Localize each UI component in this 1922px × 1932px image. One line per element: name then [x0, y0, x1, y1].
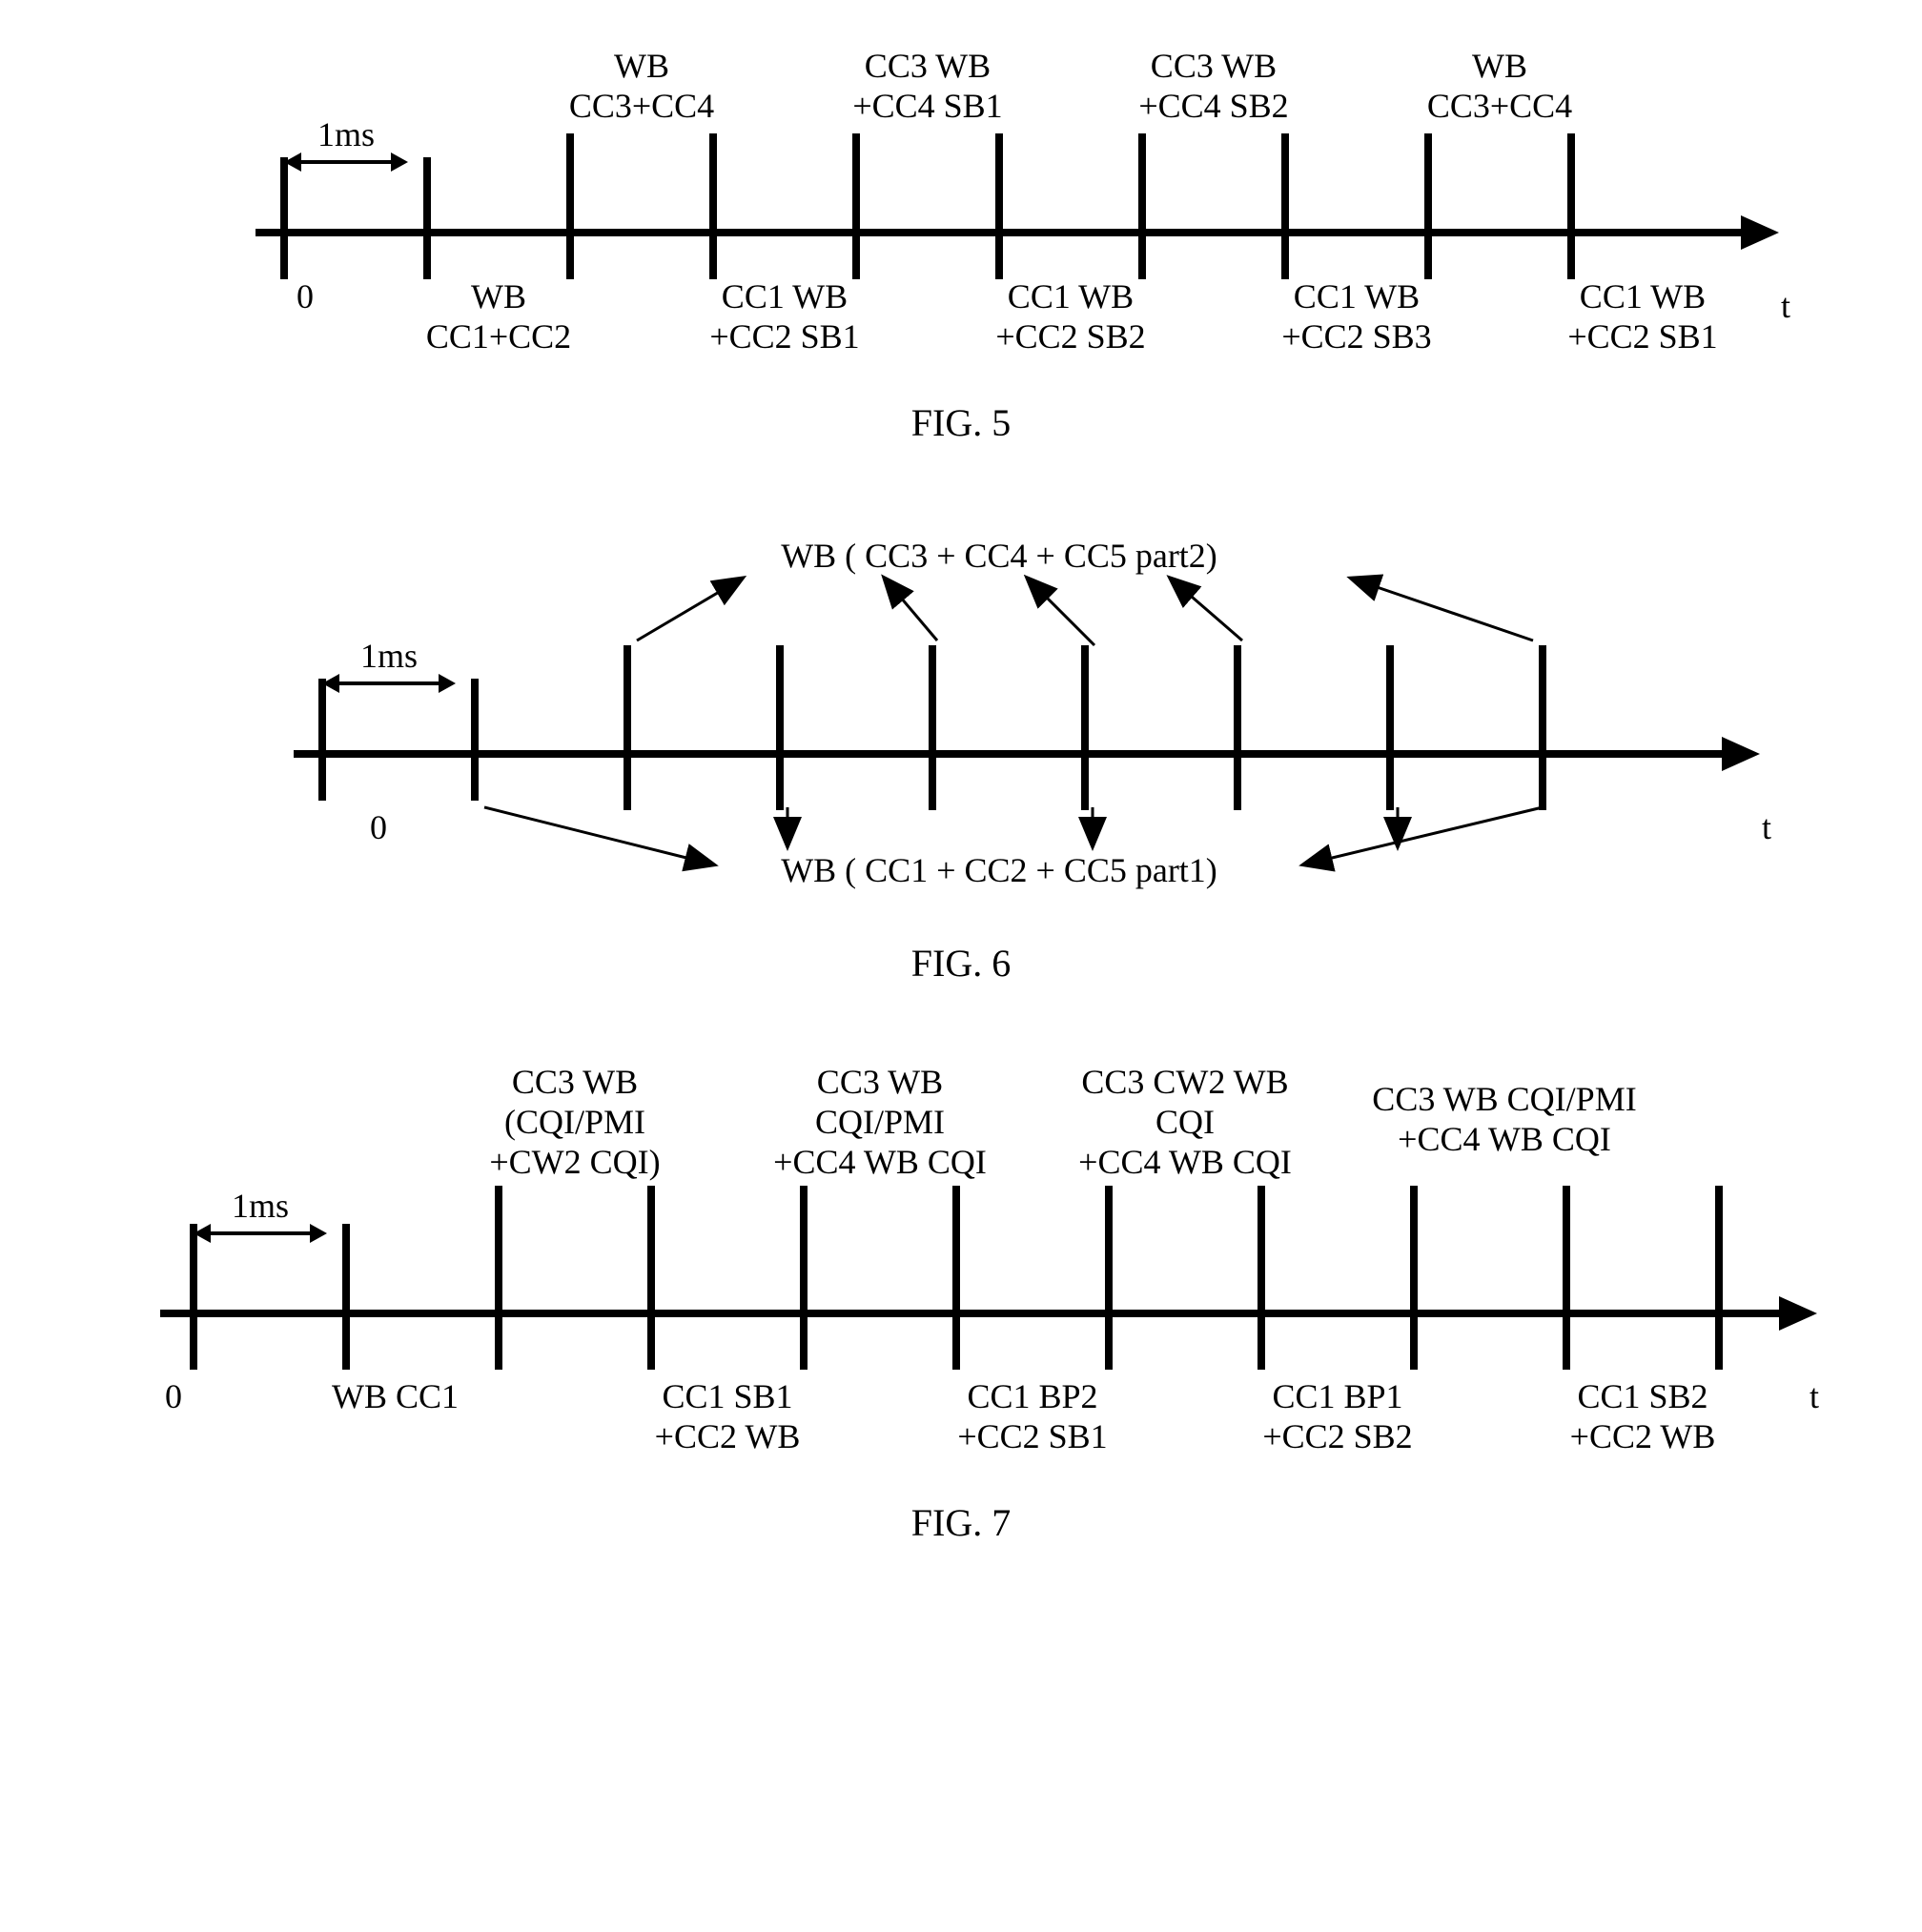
ms-interval-arrow — [284, 153, 408, 172]
axis-tick — [1424, 133, 1432, 279]
axis-tick — [995, 133, 1003, 279]
axis-tick — [1410, 1186, 1418, 1370]
axis-arrow-icon — [1741, 215, 1779, 250]
fig6-arrow-layer — [103, 521, 1819, 922]
fig6-diagram: 1ms0tWB ( CC3 + CC4 + CC5 part2)WB ( CC1… — [103, 521, 1819, 922]
bottom-label: CC1 SB1 +CC2 WB — [655, 1376, 801, 1456]
axis-tick — [1281, 133, 1289, 279]
axis-arrow-icon — [1779, 1296, 1817, 1331]
fig6-arrow-up — [1171, 579, 1242, 641]
bottom-label: CC1 WB +CC2 SB2 — [995, 276, 1145, 356]
fig6-arrow-up — [1352, 579, 1533, 641]
top-label: CC3 WB (CQI/PMI +CW2 CQI) — [489, 1062, 660, 1182]
axis-tick — [190, 1224, 197, 1370]
axis-tick — [709, 133, 717, 279]
axis-tick — [280, 157, 288, 279]
bottom-label: WB CC1 — [332, 1376, 459, 1416]
bottom-label: 0 — [165, 1376, 182, 1416]
top-label: WB CC3+CC4 — [1427, 46, 1572, 126]
ms-interval-arrow — [194, 1224, 327, 1243]
axis-tick — [800, 1186, 808, 1370]
axis-tick — [647, 1186, 655, 1370]
fig6-arrow-down — [1304, 807, 1543, 864]
top-label: WB CC3+CC4 — [569, 46, 714, 126]
bottom-label: CC1 SB2 +CC2 WB — [1570, 1376, 1716, 1456]
axis-label-t: t — [1810, 1376, 1819, 1416]
bottom-label: WB CC1+CC2 — [426, 276, 571, 356]
axis-tick — [1715, 1186, 1723, 1370]
axis-tick — [1563, 1186, 1570, 1370]
bottom-label: CC1 BP1 +CC2 SB2 — [1262, 1376, 1412, 1456]
top-label: CC3 WB CQI/PMI +CC4 WB CQI — [773, 1062, 987, 1182]
figure-7: 1ms CC3 WB (CQI/PMI +CW2 CQI) CC3 WB CQI/P… — [103, 1062, 1819, 1545]
time-axis — [160, 1310, 1781, 1317]
bottom-label: CC1 WB +CC2 SB1 — [709, 276, 859, 356]
axis-tick — [952, 1186, 960, 1370]
bottom-label: 0 — [296, 276, 314, 316]
fig7-caption: FIG. 7 — [103, 1500, 1819, 1545]
axis-tick — [1257, 1186, 1265, 1370]
top-label: CC3 WB +CC4 SB2 — [1138, 46, 1288, 126]
fig6-arrow-up — [1028, 579, 1094, 645]
axis-tick — [1138, 133, 1146, 279]
axis-label-t: t — [1781, 286, 1790, 326]
fig5-diagram: 1ms WB CC3+CC4 CC3 WB +CC4 SB1 CC3 WB +CC4 … — [103, 38, 1819, 381]
axis-tick — [1105, 1186, 1113, 1370]
bottom-label: CC1 WB +CC2 SB1 — [1567, 276, 1717, 356]
axis-tick — [342, 1224, 350, 1370]
top-label: CC3 CW2 WB CQI +CC4 WB CQI — [1078, 1062, 1292, 1182]
fig6-caption: FIG. 6 — [103, 941, 1819, 986]
bottom-label: CC1 BP2 +CC2 SB1 — [957, 1376, 1107, 1456]
axis-tick — [1567, 133, 1575, 279]
axis-tick — [852, 133, 860, 279]
top-label: CC3 WB +CC4 SB1 — [852, 46, 1002, 126]
fig5-caption: FIG. 5 — [103, 400, 1819, 445]
figure-5: 1ms WB CC3+CC4 CC3 WB +CC4 SB1 CC3 WB +CC4 … — [103, 38, 1819, 445]
fig6-arrow-up — [637, 579, 742, 641]
axis-tick — [495, 1186, 502, 1370]
ms-label: 1ms — [317, 114, 375, 154]
fig6-arrow-up — [885, 579, 937, 641]
fig7-diagram: 1ms CC3 WB (CQI/PMI +CW2 CQI) CC3 WB CQI/P… — [103, 1062, 1819, 1481]
figure-6: 1ms0tWB ( CC3 + CC4 + CC5 part2)WB ( CC1… — [103, 521, 1819, 986]
axis-tick — [423, 157, 431, 279]
bottom-label: CC1 WB +CC2 SB3 — [1281, 276, 1431, 356]
top-label: CC3 WB CQI/PMI +CC4 WB CQI — [1372, 1079, 1636, 1159]
ms-label: 1ms — [232, 1186, 289, 1226]
fig6-arrow-down — [484, 807, 713, 864]
axis-tick — [566, 133, 574, 279]
